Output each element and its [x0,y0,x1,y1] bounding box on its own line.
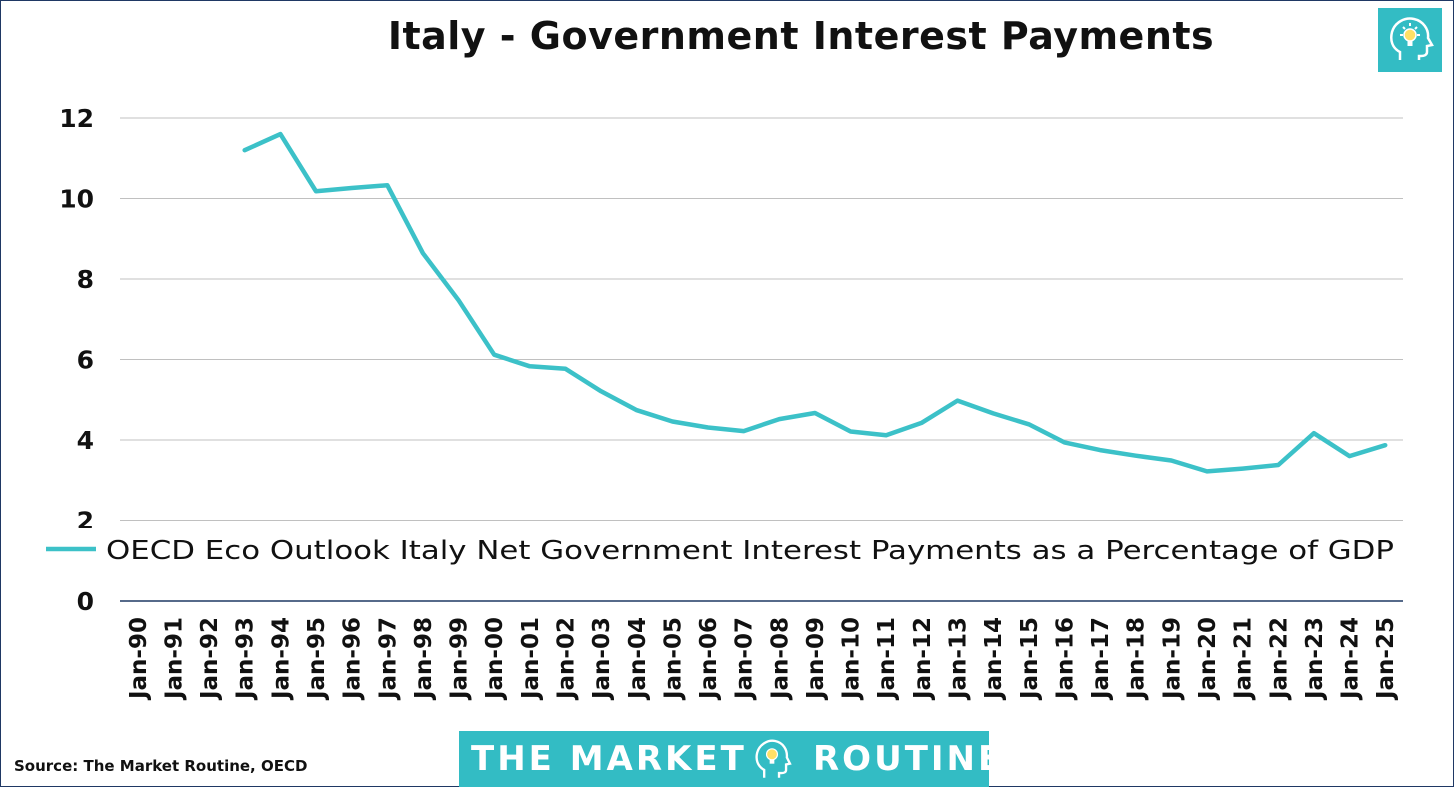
x-tick-label: Jan-99 [447,617,473,701]
x-tick-label: Jan-18 [1124,617,1150,701]
x-tick-label: Jan-97 [375,617,401,701]
x-tick-label: Jan-21 [1231,617,1257,701]
x-tick-label: Jan-95 [304,617,330,701]
y-tick-label: 10 [59,185,94,214]
x-tick-label: Jan-19 [1159,617,1185,701]
x-tick-label: Jan-14 [981,617,1007,701]
x-tick-label: Jan-25 [1373,617,1399,701]
brand-left-text: THE MARKET [471,739,747,779]
x-tick-label: Jan-07 [732,617,758,701]
x-tick-label: Jan-94 [268,617,294,701]
x-tick-label: Jan-90 [126,617,152,701]
y-tick-label: 12 [59,104,94,133]
brand-head-icon [747,734,797,793]
x-tick-label: Jan-12 [910,617,936,701]
series-line [242,131,1388,474]
x-tick-label: Jan-02 [553,617,579,701]
x-tick-label: Jan-24 [1338,617,1364,701]
x-tick-label: Jan-01 [518,617,544,701]
brand-banner: THE MARKET ROUTINE [459,731,1001,787]
x-tick-label: Jan-17 [1088,617,1114,701]
y-tick-label: 6 [77,346,94,375]
x-tick-label: Jan-04 [625,617,651,701]
source-note: Source: The Market Routine, OECD [14,757,308,775]
x-tick-label: Jan-05 [660,617,686,701]
x-tick-label: Jan-93 [233,617,259,701]
x-tick-label: Jan-98 [411,617,437,701]
x-tick-label: Jan-96 [340,617,366,701]
x-tick-label: Jan-00 [482,617,508,701]
x-tick-label: Jan-13 [946,617,972,701]
chart-title: Italy - Government Interest Payments [387,14,1215,58]
x-tick-label: Jan-91 [161,617,187,701]
y-tick-label: 4 [77,426,94,455]
x-tick-label: Jan-22 [1266,617,1292,701]
x-tick-label: Jan-08 [767,617,793,701]
head-lightbulb-icon [1378,8,1442,72]
y-tick-label: 0 [77,587,94,616]
legend-background [40,528,1408,572]
x-tick-label: Jan-10 [839,617,865,701]
x-tick-label: Jan-16 [1052,617,1078,701]
x-tick-label: Jan-09 [803,617,829,701]
x-tick-label: Jan-15 [1017,617,1043,701]
legend-label: OECD Eco Outlook Italy Net Government In… [106,536,1394,566]
brand-right-text: ROUTINE [813,739,1005,779]
x-tick-label: Jan-11 [874,617,900,701]
x-tick-label: Jan-92 [197,617,223,701]
x-tick-label: Jan-06 [696,617,722,701]
x-tick-label: Jan-03 [589,617,615,701]
x-tick-label: Jan-23 [1302,617,1328,701]
x-tick-label: Jan-20 [1195,617,1221,701]
y-tick-label: 8 [77,265,94,294]
